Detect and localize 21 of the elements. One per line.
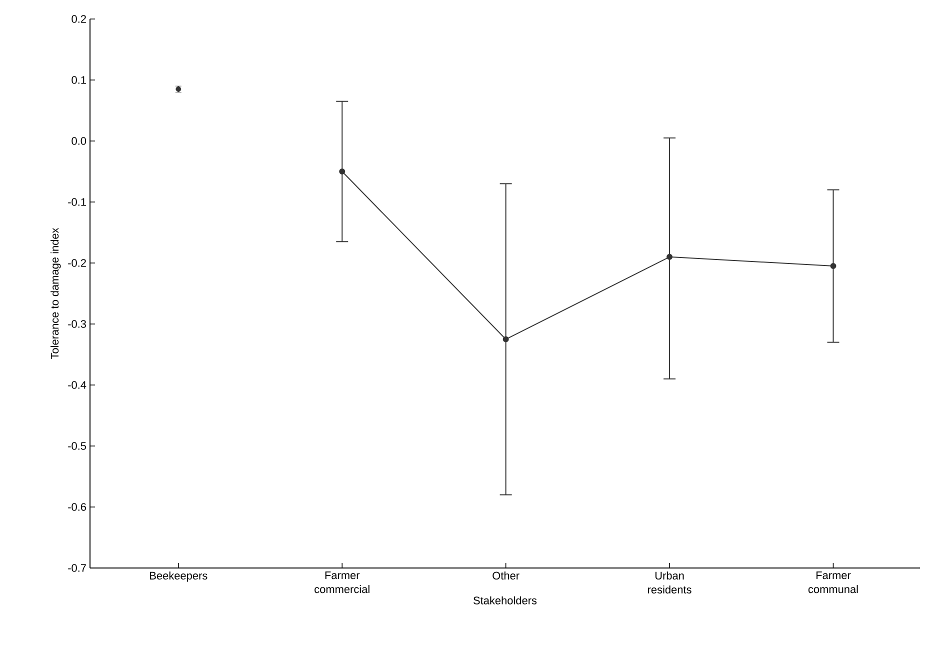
- point: [666, 254, 673, 260]
- point: [830, 263, 836, 270]
- x-tick-label: Farmer communal: [808, 572, 858, 594]
- y-tick-label: -0.1: [68, 198, 86, 206]
- x-tick-label: Beekeepers: [150, 572, 208, 582]
- x-axis-title: Stakeholders: [474, 596, 537, 604]
- point: [502, 336, 509, 342]
- x-tick-label: Farmer commercial: [314, 572, 370, 594]
- x-tick-label: Other: [492, 572, 520, 580]
- y-tick-label: -0.4: [68, 381, 86, 389]
- y-axis-title: Tolerance to damage index: [50, 228, 61, 360]
- y-tick-label: -0.7: [68, 564, 86, 572]
- y-tick-label: -0.6: [68, 503, 86, 511]
- point: [339, 168, 346, 174]
- y-tick-label: -0.3: [68, 320, 86, 328]
- y-tick-label: 0.1: [72, 76, 86, 84]
- y-tick-label: -0.5: [68, 442, 86, 450]
- x-tick-label: Urban residents: [648, 572, 692, 594]
- y-tick-label: -0.2: [68, 259, 86, 267]
- y-tick-label: 0.2: [72, 15, 86, 23]
- y-tick-label: 0.0: [72, 137, 86, 145]
